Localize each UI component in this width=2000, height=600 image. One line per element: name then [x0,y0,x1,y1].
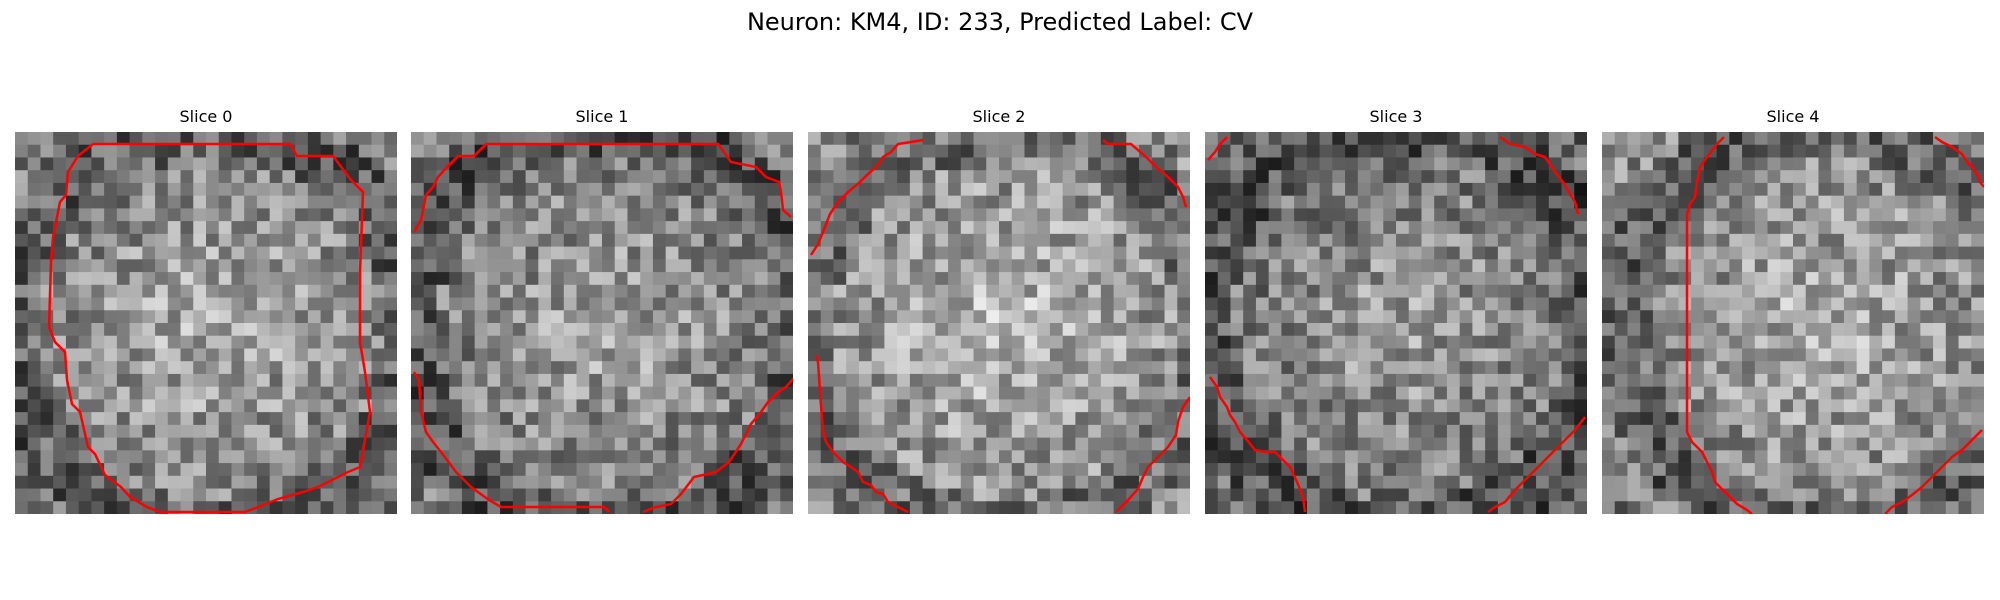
slice-title-2: Slice 2 [972,107,1026,126]
contour-line [1934,135,1984,188]
slice-title-4: Slice 4 [1766,107,1820,126]
contour-line [814,354,909,514]
contour-line [1115,396,1190,513]
contour-line [1102,139,1188,208]
pixel-grid [411,132,793,514]
contour-line [1685,136,1753,514]
slice-panel-1: Slice 1 [411,106,793,514]
slice-title-1: Slice 1 [575,107,629,126]
pixel-grid [15,132,397,514]
slice-panel-0: Slice 0 [15,106,397,514]
contour-line [809,138,924,256]
contour-line [47,142,372,514]
slice-image-4 [1602,132,1984,514]
contour-line [412,371,610,513]
slice-title-3: Slice 3 [1369,107,1423,126]
figure-title: Neuron: KM4, ID: 233, Predicted Label: C… [746,8,1254,36]
slice-image-1 [411,132,793,514]
pixel-grid [1205,132,1587,514]
slice-panel-2: Slice 2 [808,106,1190,514]
pixel-grid [1602,132,1984,514]
slice-panel-4: Slice 4 [1602,106,1984,514]
slice-title-0: Slice 0 [179,107,233,126]
slice-image-2 [808,132,1190,514]
contour-line [1207,136,1228,161]
contour-line [1499,135,1580,215]
contour-line [1208,376,1307,513]
contour-line [1884,429,1983,514]
pixel-grid [808,132,1190,514]
slice-image-3 [1205,132,1587,514]
contour-line [642,378,793,514]
contour-line [1487,416,1586,514]
slice-panel-3: Slice 3 [1205,106,1587,514]
slice-image-0 [15,132,397,514]
contour-line [412,142,792,233]
